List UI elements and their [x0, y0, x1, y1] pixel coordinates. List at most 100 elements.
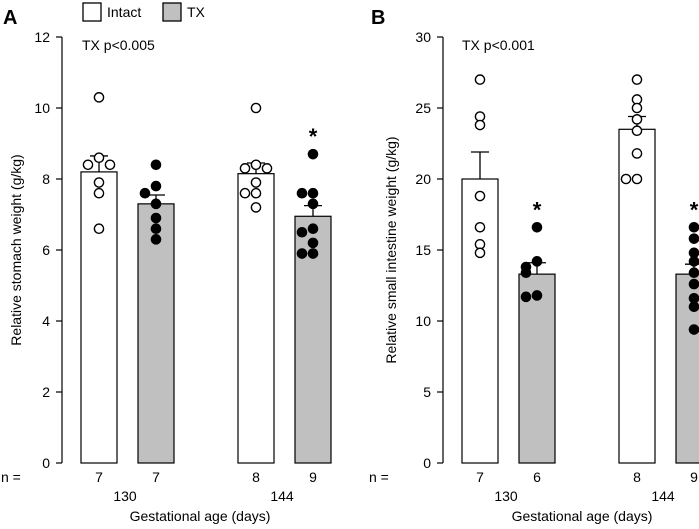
panel-b: B TX p<0.001 0 5 10 15 20 25 30 Relative small…	[369, 7, 699, 524]
panel-a-y-tick-label: 8	[42, 171, 50, 187]
panel-a-data-point	[250, 159, 262, 171]
panel-b-bars: 7 * 6 8 * 9	[461, 74, 699, 485]
panel-a-data-point	[296, 187, 308, 199]
panel-b-n-label: 8	[633, 469, 641, 485]
panel-a-y-axis-title: Relative stomach weight (g/kg)	[8, 154, 24, 345]
panel-b-data-point	[631, 173, 643, 185]
panel-b-bar-144-intact	[618, 128, 656, 464]
panel-b-y-tick-label: 15	[415, 242, 431, 258]
panel-b-data-point	[631, 114, 643, 125]
panel-b-data-point	[688, 233, 699, 244]
panel-b-data-point	[631, 125, 643, 137]
panel-a-data-point	[239, 187, 251, 199]
panel-b-data-point	[531, 221, 543, 233]
panel-label-a: A	[3, 7, 17, 29]
panel-b-y-tick-label: 0	[423, 455, 431, 471]
panel-a-age-144: 144	[270, 488, 294, 504]
panel-a-y-tick-label: 6	[42, 242, 50, 258]
panel-a-annotation: TX p<0.005	[82, 37, 155, 53]
panel-a-data-point	[93, 152, 105, 163]
panel-a-data-point	[296, 248, 308, 259]
panel-a-x-axis-title: Gestational age (days)	[130, 508, 271, 524]
panel-a-data-point	[93, 187, 105, 199]
panel-b-data-point	[531, 290, 543, 301]
panel-a-significance-marker: *	[309, 124, 318, 149]
panel-b-data-point	[688, 256, 699, 267]
panel-a-data-point	[139, 187, 151, 199]
panel-b-data-point	[688, 324, 699, 335]
panel-a-data-point	[82, 159, 94, 171]
panel-b-data-point	[474, 239, 486, 250]
panel-a-n-label: 9	[309, 469, 317, 485]
panel-b-data-point	[474, 74, 486, 85]
panel-b-n-label: 6	[533, 469, 541, 485]
panel-b-age-144: 144	[651, 488, 675, 504]
panel-a-data-point	[93, 177, 105, 188]
panel-b-data-point	[631, 148, 643, 159]
panel-b-data-point	[688, 301, 699, 313]
panel-label-b: B	[371, 7, 385, 29]
panel-b-data-point	[688, 221, 699, 233]
panel-b-data-point	[688, 278, 699, 290]
panel-a-y-tick-label: 0	[42, 455, 50, 471]
panel-a-n-label: 7	[95, 469, 103, 485]
panel-a-bars: 7 7 8 * 9	[80, 92, 332, 485]
panel-a-data-point	[250, 177, 262, 188]
panel-b-n-label: 9	[690, 469, 698, 485]
legend-swatch-tx	[162, 2, 182, 22]
panel-b-bar-130-intact	[461, 178, 499, 464]
panel-a-data-point	[150, 234, 162, 245]
panel-b-y-tick-label: 5	[423, 384, 431, 400]
panel-a-age-130: 130	[113, 488, 137, 504]
panel-b-data-point	[531, 256, 543, 267]
panel-b-data-point	[631, 102, 643, 114]
panel-a-data-point	[250, 202, 262, 213]
panel-a-bar-130-intact	[80, 171, 118, 464]
panel-b-data-point	[474, 221, 486, 233]
panel-b-data-point	[620, 173, 632, 185]
panel-a-data-point	[150, 223, 162, 234]
panel-a-data-point	[104, 159, 116, 171]
panel-b-y-axis-title: Relative small intestine weight (g/kg)	[383, 136, 399, 363]
panel-a-data-point	[307, 248, 319, 259]
panel-b-n-prefix: n =	[369, 469, 389, 485]
panel-a-data-point	[307, 187, 319, 199]
panel-b-y-ticks: 0 5 10 15 20 25 30	[415, 29, 443, 471]
panel-b-y-tick-label: 10	[415, 313, 431, 329]
panel-b-data-point	[631, 74, 643, 85]
panel-a-data-point	[261, 163, 273, 174]
panel-a-y-tick-label: 4	[42, 313, 50, 329]
panel-a-data-point	[250, 187, 262, 199]
panel-b-significance-marker: *	[690, 197, 699, 222]
panel-b-data-point	[688, 267, 699, 279]
panel-b-bar-130-tx	[518, 273, 556, 464]
panel-a-data-point	[307, 237, 319, 249]
legend: Intact TX	[82, 2, 206, 22]
panel-a-data-point	[239, 163, 251, 174]
panel-a-y-tick-label: 12	[34, 29, 50, 45]
panel-a-data-point	[93, 92, 105, 103]
panel-b-data-point	[520, 267, 532, 279]
panel-b-n-label: 7	[476, 469, 484, 485]
panel-a-y-tick-label: 2	[42, 384, 50, 400]
panel-a-data-point	[307, 148, 319, 160]
legend-label-tx: TX	[187, 4, 206, 20]
panel-a-data-point	[250, 102, 262, 114]
panel-a-data-point	[307, 198, 319, 210]
panel-b-y-tick-label: 30	[415, 29, 431, 45]
legend-label-intact: Intact	[107, 4, 141, 20]
panel-a-y-tick-label: 10	[34, 100, 50, 116]
panel-b-data-point	[520, 291, 532, 303]
panel-b-data-point	[474, 247, 486, 259]
panel-b-age-130: 130	[494, 488, 518, 504]
panel-b-y-tick-label: 20	[415, 171, 431, 187]
panel-b-x-axis-title: Gestational age (days)	[512, 508, 653, 524]
legend-swatch-intact	[82, 2, 102, 22]
panel-a-n-label: 7	[152, 469, 160, 485]
panel-b-data-point	[474, 111, 486, 122]
panel-a-data-point	[150, 198, 162, 210]
panel-b-y-tick-label: 25	[415, 100, 431, 116]
panel-a-data-point	[150, 180, 162, 192]
panel-a-data-point	[307, 223, 319, 234]
